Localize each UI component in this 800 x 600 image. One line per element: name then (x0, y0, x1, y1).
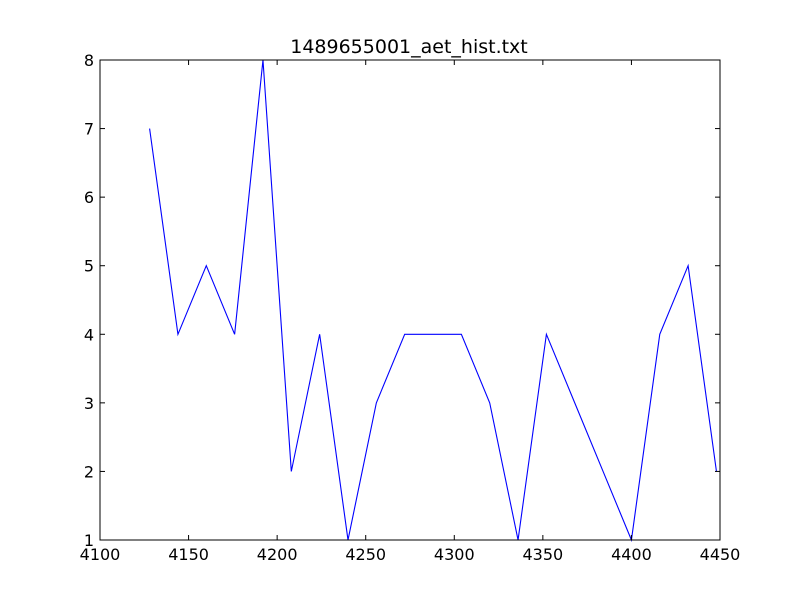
x-tick-label: 4250 (345, 545, 386, 564)
y-tick-label: 7 (84, 120, 94, 139)
x-tick-label: 4150 (168, 545, 209, 564)
x-tick-label: 4200 (257, 545, 298, 564)
x-tick-label: 4450 (700, 545, 741, 564)
y-tick-label: 2 (84, 462, 94, 481)
x-tick-label: 4100 (80, 545, 121, 564)
y-tick-label: 8 (84, 51, 94, 70)
chart-title: 1489655001_aet_hist.txt (290, 36, 528, 58)
y-tick-label: 3 (84, 394, 94, 413)
y-tick-label: 4 (84, 325, 94, 344)
x-tick-label: 4300 (434, 545, 475, 564)
y-tick-label: 6 (84, 188, 94, 207)
axis-ticks: 4100 4150 4200 4250 4300 4350 4400 4450 1 2 3 4 5 6 7 8 (80, 51, 741, 564)
y-tick-label: 1 (84, 531, 94, 550)
series-line-0 (149, 59, 718, 543)
x-tick-label: 4400 (611, 545, 652, 564)
x-tick-label: 4350 (522, 545, 563, 564)
plot-area (149, 59, 718, 543)
axes-frame (99, 59, 721, 541)
y-tick-label: 5 (84, 257, 94, 276)
